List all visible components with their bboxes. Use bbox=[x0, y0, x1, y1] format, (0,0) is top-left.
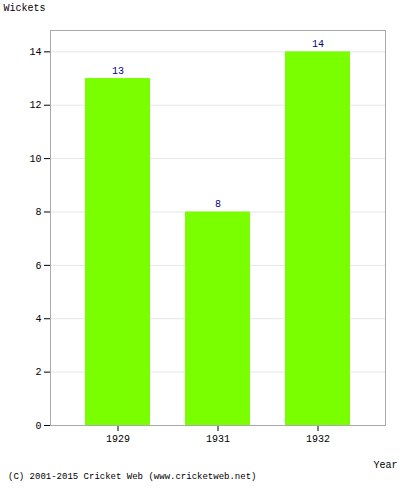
svg-text:Year: Year bbox=[373, 460, 397, 471]
svg-text:14: 14 bbox=[29, 47, 41, 58]
svg-text:2: 2 bbox=[35, 367, 41, 378]
svg-text:8: 8 bbox=[215, 199, 221, 210]
svg-text:1929: 1929 bbox=[106, 434, 130, 445]
svg-text:13: 13 bbox=[112, 66, 124, 77]
svg-text:4: 4 bbox=[35, 314, 41, 325]
svg-text:10: 10 bbox=[29, 154, 41, 165]
html-text:(C) 2001-2015 Cricket Web (www: (C) 2001-2015 Cricket Web (www.cricketwe… bbox=[8, 472, 257, 482]
svg-text:8: 8 bbox=[35, 207, 41, 218]
svg-text:12: 12 bbox=[29, 100, 41, 111]
svg-text:1931: 1931 bbox=[206, 434, 230, 445]
svg-text:0: 0 bbox=[35, 421, 41, 432]
svg-text:1932: 1932 bbox=[306, 434, 330, 445]
svg-text:Wickets: Wickets bbox=[4, 3, 46, 14]
svg-text:6: 6 bbox=[35, 261, 41, 272]
svg-text:14: 14 bbox=[312, 39, 324, 50]
